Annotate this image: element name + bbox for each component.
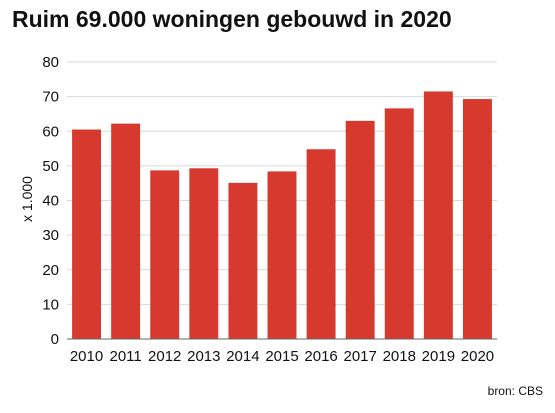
- x-tick-label: 2020: [461, 348, 494, 365]
- y-tick-label: 0: [51, 331, 59, 348]
- bar-2010: [72, 129, 102, 339]
- x-tick-label: 2017: [343, 348, 376, 365]
- bar-2018: [384, 108, 414, 340]
- bar-2012: [150, 170, 180, 339]
- x-tick-label: 2016: [304, 348, 337, 365]
- x-tick-label: 2011: [110, 348, 142, 365]
- y-tick-label: 80: [42, 54, 59, 71]
- bar-2015: [267, 171, 297, 339]
- bar-2014: [228, 182, 258, 339]
- bar-2020: [462, 99, 492, 339]
- y-tick-label: 20: [42, 262, 59, 279]
- x-tick-label: 2012: [148, 348, 181, 365]
- y-axis-label: x 1.000: [19, 176, 35, 222]
- bar-2013: [189, 168, 219, 339]
- source-note: bron: CBS: [488, 384, 543, 398]
- bar-2019: [423, 91, 453, 340]
- bar-2011: [111, 123, 141, 339]
- x-tick-label: 2018: [383, 348, 416, 365]
- y-tick-label: 30: [42, 227, 59, 244]
- bar-2016: [306, 149, 336, 339]
- bars: [72, 91, 492, 340]
- x-tick-label: 2015: [265, 348, 298, 365]
- x-axis-ticks: 2010 2011 2012 2013 2014 2015 2016 2017 2018 2019…: [70, 348, 494, 365]
- y-tick-label: 10: [42, 296, 59, 313]
- y-tick-label: 60: [42, 123, 59, 140]
- chart-title: Ruim 69.000 woningen gebouwd in 2020: [12, 6, 452, 32]
- x-tick-label: 2019: [422, 348, 455, 365]
- x-tick-label: 2014: [226, 348, 259, 365]
- x-tick-label: 2013: [187, 348, 220, 365]
- y-tick-label: 50: [42, 158, 59, 175]
- x-tick-label: 2010: [70, 348, 103, 365]
- bar-2017: [345, 120, 375, 339]
- y-tick-label: 70: [42, 89, 59, 106]
- y-axis-ticks: 0 10 20 30 40 50 60 70 80: [42, 54, 59, 348]
- y-tick-label: 40: [42, 193, 59, 210]
